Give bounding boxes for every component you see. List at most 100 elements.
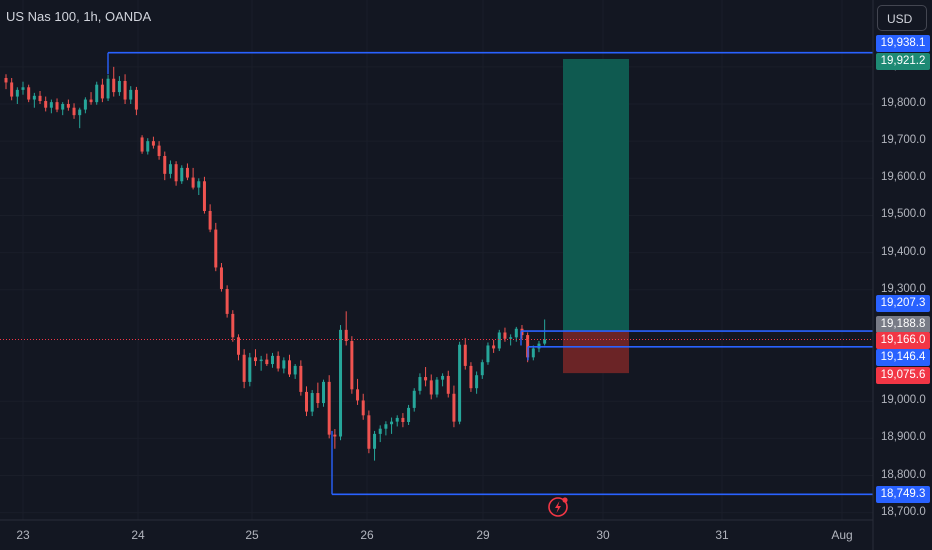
candle-body [367,415,371,449]
candle [463,338,467,370]
stop-zone[interactable] [563,331,629,374]
price-axis-label: 19,800.0 [881,97,926,109]
candle-body [316,393,320,404]
candle-body [265,359,269,365]
candle [390,417,394,434]
candle [100,78,104,103]
candle-body [146,141,150,152]
candle-body [412,390,416,408]
candle [497,329,501,352]
long-position-tool[interactable] [563,58,629,374]
candle-body [429,380,433,395]
candle-body [202,181,206,211]
candle-body [185,167,189,178]
candle-body [163,156,167,174]
candle-body [463,344,467,366]
candle-body [288,360,291,375]
candle [140,135,144,154]
candle-body [458,344,462,422]
candle [333,429,337,449]
candle [344,311,348,346]
candle-body [134,89,138,110]
candle [66,99,70,111]
candle [180,165,184,184]
alert-icon[interactable] [547,496,569,518]
candle [219,263,223,292]
candle-body [270,355,274,365]
candle [242,349,246,389]
candle-body [61,104,65,110]
horizontal-levels[interactable] [107,51,873,496]
candle [429,374,433,400]
candle [458,341,462,425]
candle [106,75,110,102]
candle-body [514,328,518,338]
candle-body [15,89,19,97]
candle [15,87,19,104]
candle-body [259,359,263,362]
candle-body [55,102,59,110]
candle-body [509,337,513,339]
candle [367,410,371,454]
candle-body [441,375,445,380]
candle [412,388,416,412]
price-axis-label: 19,300.0 [881,282,926,295]
candle [123,74,127,104]
stop-tag: 19,075.6 [876,366,930,384]
candle [441,373,445,387]
candle-body [66,104,70,108]
candle [543,319,547,346]
candle [361,393,365,420]
candle-body [27,87,31,100]
entry-tag: 19,188.8 [876,315,930,333]
candle-body [282,360,286,369]
candle-body [356,389,360,401]
candle-body [21,87,25,90]
candle [151,136,155,149]
candle-body [395,417,399,422]
candle [446,370,450,398]
candle [231,310,235,342]
candle [486,342,490,365]
candle-body [293,365,297,375]
candle [10,77,14,101]
candle-body [452,393,456,422]
candle [288,354,291,378]
candle [32,92,36,108]
candle-body [520,328,524,336]
candle-body [157,145,161,157]
candle-body [531,348,535,358]
candle-body [225,289,229,314]
candle-body [361,400,365,416]
candle [214,222,218,272]
candle [282,357,286,374]
candle [185,163,189,181]
candle [191,167,195,190]
candle [61,102,65,116]
candle [236,334,240,361]
candle-body [95,84,99,103]
price-axis-label: 19,700.0 [881,134,926,147]
candle [248,352,252,387]
candle-body [100,84,104,99]
candle [38,90,42,104]
candle [134,86,138,116]
candle [83,97,87,114]
candle [339,325,343,441]
time-axis-label: 29 [476,528,490,542]
current-price-tag: 19,166.0 [876,331,930,349]
price-axis-label: 19,400.0 [881,245,926,258]
currency-button[interactable]: USD [877,5,927,31]
candle [55,98,59,113]
time-axis-label: 23 [16,528,30,542]
candle [146,138,150,155]
target-zone[interactable] [563,58,629,332]
candle-body [44,101,48,108]
candle-body [407,407,411,423]
price-axis-label: 19,000.0 [881,394,926,407]
candle-body [401,417,405,423]
candle [129,86,133,104]
time-axis-label: Aug [831,528,853,542]
candle [276,351,280,372]
